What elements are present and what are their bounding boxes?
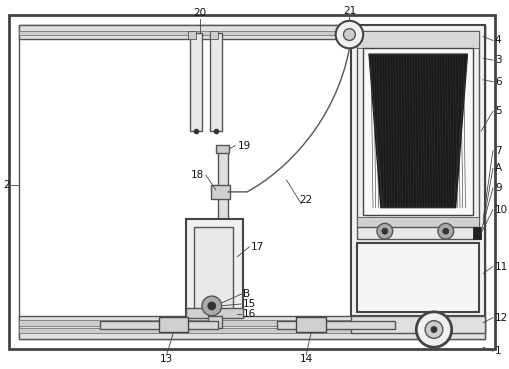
- Bar: [215, 145, 229, 152]
- Text: 16: 16: [243, 309, 256, 319]
- Text: 21: 21: [342, 6, 355, 16]
- Bar: [296, 317, 325, 332]
- Polygon shape: [369, 54, 466, 208]
- Bar: [217, 149, 227, 247]
- Bar: [357, 31, 478, 227]
- Text: 11: 11: [494, 262, 507, 272]
- Text: 2: 2: [4, 180, 10, 190]
- Bar: [357, 217, 478, 227]
- Bar: [19, 320, 484, 325]
- Bar: [357, 243, 478, 312]
- Circle shape: [437, 223, 453, 239]
- Text: 4: 4: [494, 35, 500, 45]
- Bar: [362, 48, 472, 215]
- Text: 15: 15: [243, 299, 256, 309]
- Circle shape: [415, 312, 451, 347]
- Bar: [351, 316, 484, 334]
- Text: 14: 14: [299, 354, 312, 364]
- Bar: [19, 328, 484, 334]
- Text: A: A: [494, 163, 501, 173]
- Circle shape: [376, 223, 392, 239]
- Bar: [276, 321, 394, 328]
- Text: 6: 6: [494, 77, 500, 87]
- Text: 5: 5: [494, 106, 500, 116]
- Circle shape: [343, 29, 355, 41]
- Bar: [190, 32, 202, 131]
- Bar: [209, 31, 217, 38]
- Text: 12: 12: [494, 313, 507, 323]
- Text: 13: 13: [160, 354, 173, 364]
- Text: 22: 22: [299, 195, 312, 205]
- Text: 7: 7: [494, 146, 500, 156]
- Bar: [472, 227, 480, 239]
- Bar: [99, 321, 217, 328]
- Text: 18: 18: [190, 170, 204, 180]
- Text: 10: 10: [494, 204, 507, 214]
- Bar: [19, 25, 484, 339]
- Text: 9: 9: [494, 183, 500, 193]
- Text: 19: 19: [237, 141, 250, 151]
- Bar: [208, 316, 221, 328]
- Bar: [19, 316, 484, 339]
- Circle shape: [442, 228, 448, 234]
- Circle shape: [208, 302, 215, 310]
- Bar: [19, 31, 484, 35]
- Bar: [209, 32, 221, 131]
- Circle shape: [430, 327, 436, 332]
- Text: 1: 1: [494, 346, 500, 356]
- Bar: [357, 227, 478, 239]
- Bar: [158, 317, 188, 332]
- Bar: [19, 25, 484, 38]
- Bar: [188, 31, 195, 38]
- Text: 20: 20: [193, 8, 206, 18]
- Bar: [357, 31, 478, 48]
- Text: 17: 17: [250, 242, 264, 252]
- Text: B: B: [243, 289, 250, 299]
- Bar: [210, 185, 230, 199]
- Bar: [351, 25, 484, 316]
- Text: 3: 3: [494, 55, 500, 65]
- Circle shape: [202, 296, 221, 316]
- Circle shape: [381, 228, 387, 234]
- Circle shape: [335, 21, 362, 48]
- Circle shape: [425, 321, 442, 338]
- Bar: [186, 308, 243, 318]
- Bar: [186, 220, 243, 318]
- Bar: [194, 227, 233, 310]
